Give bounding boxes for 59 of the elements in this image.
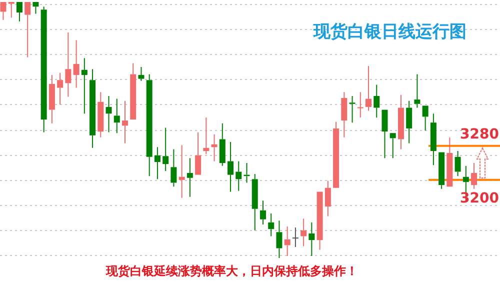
- candlestick: [170, 148, 177, 188]
- candlestick: [106, 95, 112, 133]
- candlestick: [130, 62, 136, 120]
- candlestick: [98, 92, 104, 138]
- candlestick: [81, 58, 88, 114]
- annotation: 3280: [460, 126, 500, 143]
- candlestick: [65, 32, 72, 98]
- candlestick: [40, 6, 47, 133]
- candlestick: [219, 122, 226, 166]
- candlestick: [48, 74, 55, 124]
- candlestick: [300, 218, 307, 247]
- candlestick: [138, 66, 144, 82]
- candlestick: [324, 180, 331, 217]
- candlestick: [333, 121, 340, 188]
- candlestick: [154, 146, 160, 180]
- text: 现货白银日线运行图: [312, 21, 468, 43]
- candlestick: [186, 158, 193, 198]
- candlestick: [430, 113, 436, 166]
- candlestick: [422, 106, 428, 132]
- candlestick: [349, 95, 356, 124]
- candlestick: [268, 212, 274, 237]
- candlestick: [252, 174, 258, 231]
- candlestick: [356, 92, 364, 118]
- candlestick: [146, 74, 152, 177]
- candlestick: [390, 133, 396, 159]
- candlestick: [398, 94, 404, 150]
- candlestick: [203, 116, 210, 155]
- candlestick: [57, 72, 64, 106]
- candlestick: [24, 2, 31, 58]
- candlestick: [292, 227, 299, 248]
- candlestick: [90, 68, 96, 148]
- candlestick: [406, 100, 412, 144]
- candlestick: [284, 226, 290, 256]
- candlestick: [366, 66, 372, 112]
- candlestick: [454, 150, 461, 177]
- candlestick: [308, 222, 315, 256]
- candlestick: [374, 84, 380, 118]
- annotation: 3200: [460, 190, 500, 207]
- text: 现货白银延续涨势概率大，日内保持低多操作！: [104, 263, 359, 280]
- candlestick: [16, 2, 22, 22]
- candlestick: [122, 100, 128, 144]
- candlestick: [195, 132, 202, 175]
- candlestick: [382, 110, 388, 159]
- candlestick: [73, 40, 80, 88]
- candlestick: [228, 142, 234, 192]
- candlestick: [8, 2, 14, 18]
- candlestick: [32, 2, 39, 14]
- candlestick: [260, 200, 266, 225]
- candlestick: [0, 2, 6, 20]
- candlestick: [276, 220, 282, 258]
- candlestick: [178, 144, 185, 198]
- candlestick: [236, 160, 242, 192]
- candlestick: [114, 98, 120, 134]
- candlestick: [162, 127, 169, 172]
- candlestick: [446, 136, 453, 187]
- candlestick: [341, 92, 348, 138]
- candlestick: [471, 162, 478, 190]
- candlestick: [414, 74, 420, 108]
- candlestick: [438, 152, 445, 190]
